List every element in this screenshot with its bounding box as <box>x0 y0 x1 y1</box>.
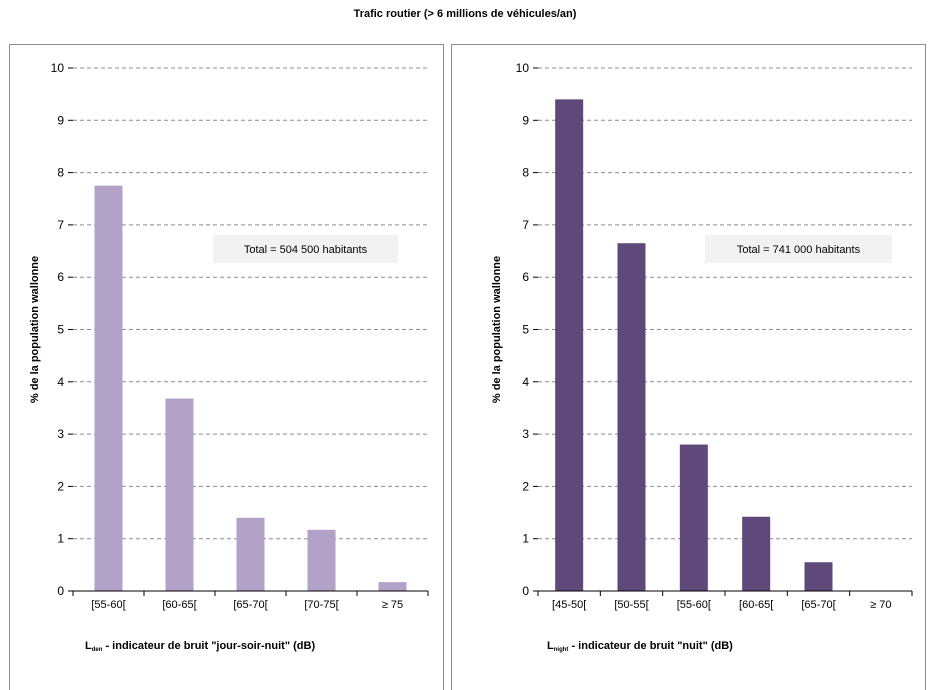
left-chart-panel: 0 1 2 3 4 5 6 7 8 9 10 [55-60[ [60-65[ [65-70[ [70-75… <box>9 44 444 690</box>
y-tick-label: 0 <box>57 584 64 598</box>
x-axis-title: Lnight - indicateur de bruit "nuit" (dB) <box>547 640 733 653</box>
category-label: ≥ 75 <box>382 599 403 611</box>
bar <box>804 562 833 591</box>
y-tick-label: 9 <box>57 113 64 127</box>
total-annotation: Total = 504 500 habitants <box>244 244 368 256</box>
category-label: [55-60[ <box>677 599 711 611</box>
y-tick-label: 8 <box>522 166 529 180</box>
right-bar-chart: 0 1 2 3 4 5 6 7 8 9 10 [45-50[ [50-55[ [55-60[ [60-65… <box>491 61 913 653</box>
total-annotation: Total = 741 000 habitants <box>737 244 861 256</box>
y-tick-label: 4 <box>57 375 64 389</box>
left-bar-chart: 0 1 2 3 4 5 6 7 8 9 10 [55-60[ [60-65[ [65-70[ [70-75… <box>29 61 429 653</box>
y-tick-label: 8 <box>57 166 64 180</box>
total-annotation-box <box>705 235 892 263</box>
category-label: [50-55[ <box>614 599 648 611</box>
bar <box>679 444 708 591</box>
bar <box>617 243 646 591</box>
y-tick-label: 1 <box>522 532 529 546</box>
bar <box>555 99 584 591</box>
y-tick-label: 1 <box>57 532 64 546</box>
x-axis-title: Lden - indicateur de bruit "jour-soir-nu… <box>85 640 315 653</box>
total-annotation-box <box>213 235 398 263</box>
category-label: [45-50[ <box>552 599 586 611</box>
y-tick-label: 3 <box>522 427 529 441</box>
y-tick-label: 2 <box>57 479 64 493</box>
y-tick-label: 10 <box>516 61 530 75</box>
y-tick-label: 5 <box>522 323 529 337</box>
y-tick-label: 0 <box>522 584 529 598</box>
y-tick-label: 7 <box>57 218 64 232</box>
chart-title: Trafic routier (> 6 millions de véhicule… <box>353 8 577 20</box>
category-label: [55-60[ <box>91 599 125 611</box>
bar <box>742 516 771 591</box>
category-label: [60-65[ <box>162 599 196 611</box>
y-tick-label: 7 <box>522 218 529 232</box>
category-label: [60-65[ <box>739 599 773 611</box>
category-label: [65-70[ <box>233 599 267 611</box>
y-tick-label: 3 <box>57 427 64 441</box>
right-chart-panel: 0 1 2 3 4 5 6 7 8 9 10 [45-50[ [50-55[ [55-60[ [60-65… <box>451 44 926 690</box>
bar <box>307 529 336 591</box>
y-tick-label: 4 <box>522 375 529 389</box>
y-axis-title: % de la population wallonne <box>491 256 503 403</box>
y-tick-label: 10 <box>51 61 65 75</box>
y-tick-label: 5 <box>57 323 64 337</box>
bar <box>236 517 265 591</box>
category-label: [65-70[ <box>801 599 835 611</box>
bar <box>94 185 123 592</box>
y-tick-label: 2 <box>522 479 529 493</box>
category-label: [70-75[ <box>304 599 338 611</box>
y-tick-label: 6 <box>522 270 529 284</box>
y-tick-label: 9 <box>522 113 529 127</box>
y-axis-title: % de la population wallonne <box>29 256 41 403</box>
category-label: ≥ 70 <box>870 599 891 611</box>
bar <box>378 582 407 591</box>
bar <box>165 398 194 591</box>
y-tick-label: 6 <box>57 270 64 284</box>
